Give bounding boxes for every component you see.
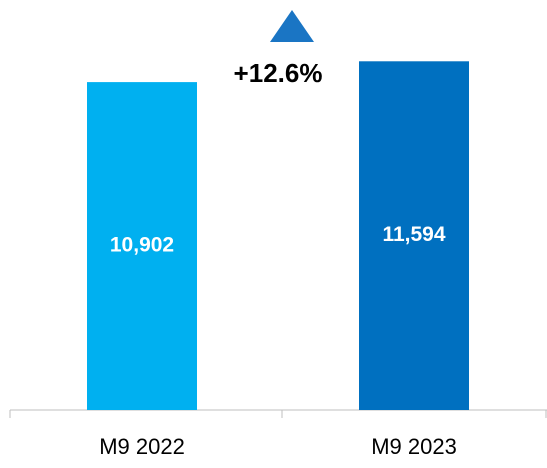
change-annotation: +12.6% bbox=[234, 58, 323, 88]
value-label: 10,902 bbox=[110, 234, 174, 257]
bar bbox=[87, 82, 197, 411]
bar bbox=[359, 61, 469, 411]
up-arrow bbox=[270, 10, 314, 42]
value-label: 11,594 bbox=[382, 223, 445, 246]
x-tick-label: M9 2022 bbox=[99, 434, 185, 459]
x-tick-label: M9 2023 bbox=[371, 434, 457, 459]
